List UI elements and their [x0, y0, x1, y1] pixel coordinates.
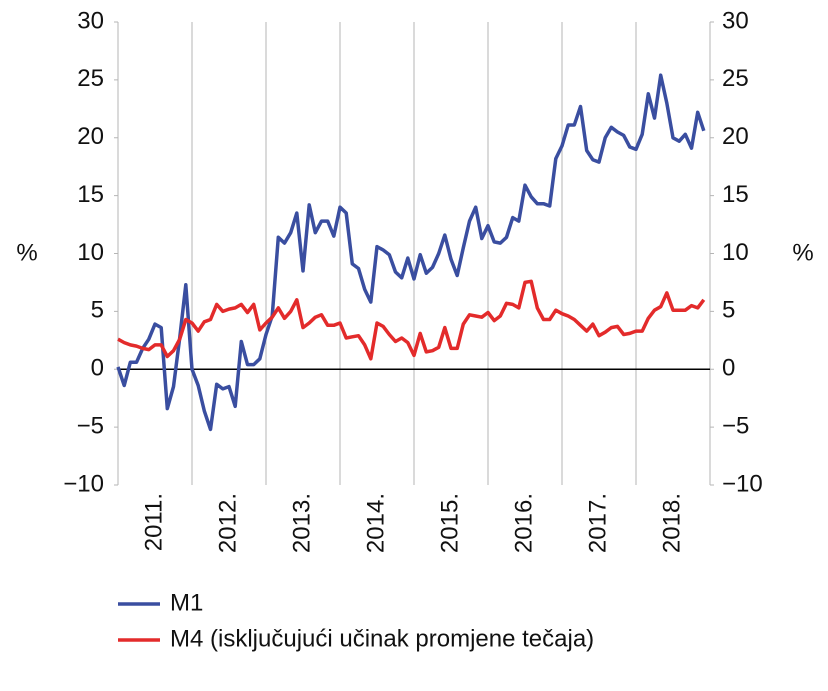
y2-tick-label: 30 — [722, 7, 749, 34]
y-axis-label: % — [16, 239, 37, 266]
y-tick-label: 30 — [77, 7, 104, 34]
y2-tick-label: 10 — [722, 239, 749, 266]
y-tick-label: 20 — [77, 123, 104, 150]
y2-tick-label: 15 — [722, 181, 749, 208]
series-line — [116, 73, 706, 432]
x-tick-label: 2014. — [362, 493, 389, 553]
y-tick-label: −5 — [77, 412, 104, 439]
x-tick-label: 2015. — [436, 493, 463, 553]
series-line — [117, 279, 706, 361]
y2-tick-label: 0 — [722, 355, 735, 382]
y2-tick-label: 5 — [722, 297, 735, 324]
x-tick-label: 2016. — [510, 493, 537, 553]
y-tick-label: 5 — [91, 297, 104, 324]
y-tick-label: 25 — [77, 65, 104, 92]
y2-axis-label: % — [792, 239, 813, 266]
y-tick-label: 15 — [77, 181, 104, 208]
x-tick-label: 2017. — [584, 493, 611, 553]
legend-label: M1 — [170, 589, 203, 616]
x-tick-label: 2011. — [140, 493, 167, 551]
x-tick-label: 2018. — [658, 493, 685, 553]
y2-tick-label: −5 — [722, 412, 749, 439]
y-tick-label: 10 — [77, 239, 104, 266]
x-tick-label: 2012. — [214, 493, 241, 553]
y2-tick-label: 25 — [722, 65, 749, 92]
legend-label: M4 (isključujući učinak promjene tečaja) — [170, 625, 594, 652]
y2-tick-label: 20 — [722, 123, 749, 150]
x-tick-label: 2013. — [288, 493, 315, 553]
y2-tick-label: −10 — [722, 470, 763, 497]
y-tick-label: −10 — [63, 470, 104, 497]
y-tick-label: 0 — [91, 355, 104, 382]
